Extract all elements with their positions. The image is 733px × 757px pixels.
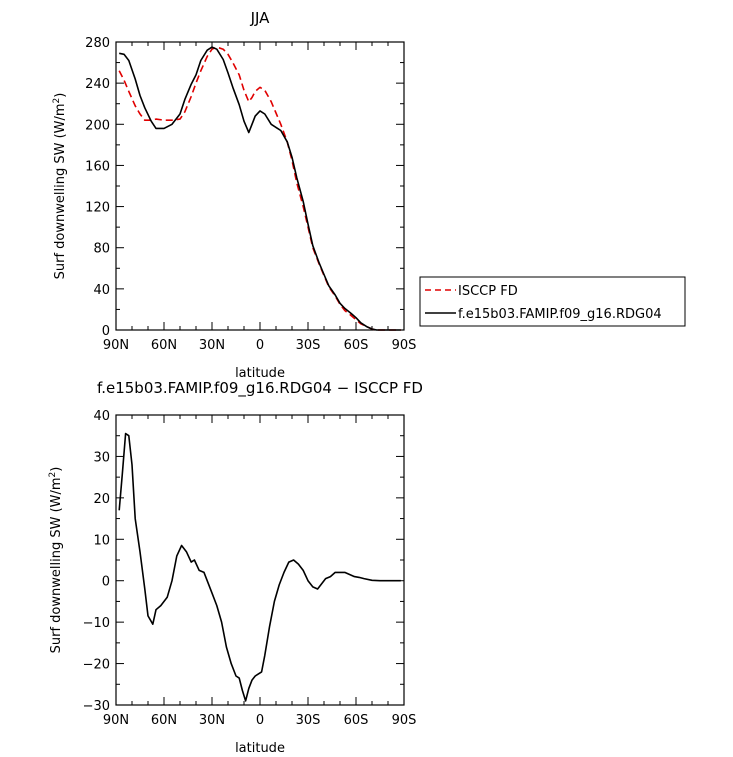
- bottom-y-ticks: −30 −20 −10 0 10 20 30 40: [83, 409, 404, 714]
- legend: ISCCP FD f.e15b03.FAMIP.f09_g16.RDG04: [419, 276, 686, 327]
- top-series-line-f-e15b03-famip-f09-g16-rdg04: [119, 46, 401, 331]
- bottom-y-tick-label: 10: [93, 533, 110, 548]
- top-x-tick-label: 30S: [296, 338, 321, 353]
- top-y-tick-label: 120: [85, 201, 110, 216]
- top-plot-frame: [115, 41, 405, 331]
- top-x-tick-label: 60S: [344, 338, 369, 353]
- bottom-x-tick-label: 0: [256, 713, 264, 728]
- top-y-ticks: 0 40 80 120 160 200 240 280: [85, 36, 404, 339]
- bottom-y-axis-label-main: Surf downwelling SW (W/m: [49, 477, 64, 653]
- top-y-tick-label: 0: [102, 324, 110, 339]
- bottom-x-tick-label: 90S: [392, 713, 417, 728]
- bottom-series-lines: [118, 432, 401, 702]
- top-x-tick-label: 60N: [151, 338, 177, 353]
- legend-box: [419, 276, 686, 327]
- top-x-tick-label: 0: [256, 338, 264, 353]
- top-y-tick-label: 160: [85, 159, 110, 174]
- top-series-lines: [118, 46, 401, 331]
- bottom-x-tick-label: 60S: [344, 713, 369, 728]
- top-y-axis-label-exp: 2: [52, 98, 62, 104]
- top-y-tick-label: 80: [93, 242, 110, 257]
- bottom-y-tick-label: 30: [93, 450, 110, 465]
- bottom-series-line-difference: [118, 432, 401, 702]
- top-x-tick-label: 90S: [392, 338, 417, 353]
- bottom-y-tick-label: 20: [93, 492, 110, 507]
- top-x-tick-label: 90N: [103, 338, 129, 353]
- bottom-x-tick-label: 30S: [296, 713, 321, 728]
- bottom-y-tick-label: −20: [83, 658, 110, 673]
- top-y-axis-label-main: Surf downwelling SW (W/m: [53, 103, 68, 279]
- bottom-y-axis-label-exp: 2: [48, 472, 58, 478]
- top-x-ticks: 90N 60N 30N 0 30S 60S 90S: [103, 42, 417, 353]
- bottom-x-tick-label: 30N: [199, 713, 225, 728]
- bottom-y-axis-label-close: ): [49, 467, 64, 472]
- bottom-x-tick-label: 60N: [151, 713, 177, 728]
- top-panel: JJA 90N 60N 30N 0 30S 60S 90S 0 40 80 120 160 200 24…: [52, 9, 416, 381]
- bottom-plot-frame: [115, 414, 405, 706]
- top-chart-title: JJA: [250, 9, 271, 27]
- bottom-x-ticks: 90N 60N 30N 0 30S 60S 90S: [103, 415, 417, 728]
- top-y-tick-label: 240: [85, 77, 110, 92]
- top-x-tick-label: 30N: [199, 338, 225, 353]
- legend-label-isccp: ISCCP FD: [458, 284, 518, 299]
- bottom-y-tick-label: −30: [83, 699, 110, 714]
- top-y-axis-label: Surf downwelling SW (W/m2): [52, 93, 68, 280]
- top-x-axis-label: latitude: [235, 366, 285, 381]
- bottom-x-axis-label: latitude: [235, 741, 285, 756]
- bottom-x-tick-label: 90N: [103, 713, 129, 728]
- top-series-line-isccp-fd: [118, 46, 401, 331]
- bottom-y-axis-label: Surf downwelling SW (W/m2): [48, 467, 64, 654]
- bottom-y-tick-label: 40: [93, 409, 110, 424]
- top-y-tick-label: 280: [85, 36, 110, 51]
- top-y-axis-label-close: ): [53, 93, 68, 98]
- top-y-tick-label: 200: [85, 118, 110, 133]
- bottom-panel: f.e15b03.FAMIP.f09_g16.RDG04 − ISCCP FD …: [48, 379, 423, 756]
- bottom-y-tick-label: −10: [83, 616, 110, 631]
- top-y-tick-label: 40: [93, 283, 110, 298]
- legend-label-model: f.e15b03.FAMIP.f09_g16.RDG04: [458, 307, 662, 322]
- bottom-chart-title: f.e15b03.FAMIP.f09_g16.RDG04 − ISCCP FD: [97, 379, 423, 398]
- bottom-y-tick-label: 0: [102, 575, 110, 590]
